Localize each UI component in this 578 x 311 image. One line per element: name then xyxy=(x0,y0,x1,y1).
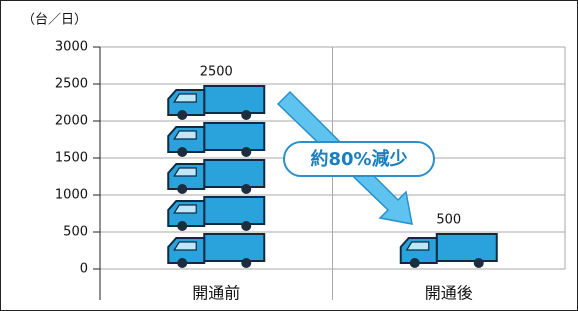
truck-wheel xyxy=(177,147,187,157)
truck-wheel xyxy=(241,184,251,194)
truck-box xyxy=(204,123,264,150)
truck-wheel xyxy=(474,258,484,268)
truck-box xyxy=(204,234,264,261)
unit-label: （台／日） xyxy=(22,13,87,28)
truck-box xyxy=(204,160,264,187)
y-tick-label: 0 xyxy=(80,262,88,277)
y-tick-label: 3000 xyxy=(55,40,88,55)
x-tick-label: 開通後 xyxy=(425,284,473,303)
value-label: 2500 xyxy=(200,65,233,80)
truck-wheel xyxy=(241,258,251,268)
truck-wheel xyxy=(410,258,420,268)
bar xyxy=(168,86,264,268)
chart: （台／日） 0 500 1000 1500 2000 2500 3000 開通前 2500 開通後… xyxy=(0,0,578,311)
truck-wheel xyxy=(177,184,187,194)
truck-wheel xyxy=(241,221,251,231)
y-tick-label: 1500 xyxy=(55,151,88,166)
y-tick-label: 2000 xyxy=(55,114,88,129)
y-tick-label: 1000 xyxy=(55,188,88,203)
y-tick-label: 500 xyxy=(63,225,88,240)
value-label: 500 xyxy=(436,213,461,228)
truck-box xyxy=(204,86,264,113)
truck-wheel xyxy=(241,110,251,120)
truck-box xyxy=(437,234,497,261)
truck-wheel xyxy=(241,147,251,157)
annotation: 約80%減少 xyxy=(310,148,407,170)
truck-wheel xyxy=(177,258,187,268)
y-tick-label: 2500 xyxy=(55,77,88,92)
x-tick-label: 開通前 xyxy=(192,284,240,303)
truck-wheel xyxy=(177,110,187,120)
truck-box xyxy=(204,197,264,224)
truck-wheel xyxy=(177,221,187,231)
